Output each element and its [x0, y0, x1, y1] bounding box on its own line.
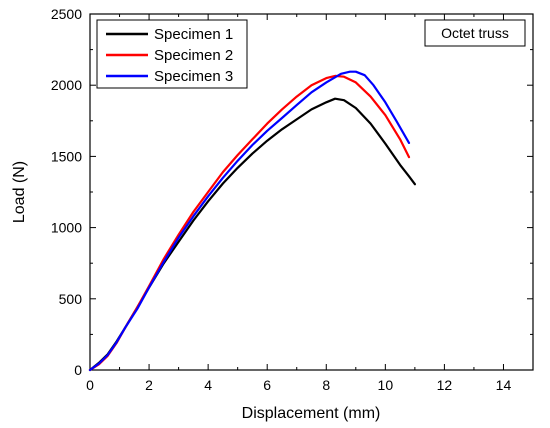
x-tick-label: 4: [204, 377, 212, 393]
x-tick-label: 10: [378, 377, 394, 393]
x-tick-label: 6: [263, 377, 271, 393]
tick-labels: 0 2 4 6 8 10 12 14 0 500 1000 1500 2000 2500: [51, 6, 512, 393]
series-line-specimen-3: [88, 70, 411, 372]
legend-label-specimen-3: Specimen 3: [154, 68, 233, 85]
y-tick-label: 2000: [51, 77, 82, 93]
annotation: Octet truss: [424, 19, 526, 47]
y-tick-label: 1000: [51, 220, 82, 236]
y-tick-label: 1500: [51, 148, 82, 164]
y-tick-label: 0: [74, 362, 82, 378]
annotation-label: Octet truss: [441, 25, 509, 41]
x-tick-label: 0: [86, 377, 94, 393]
series-layer: [88, 70, 416, 372]
y-tick-label: 500: [59, 291, 83, 307]
annotation-box: [424, 19, 526, 47]
x-tick-label: 8: [322, 377, 330, 393]
axis-ticks: [89, 13, 533, 371]
legend-label-specimen-2: Specimen 2: [154, 47, 233, 64]
x-tick-label: 12: [437, 377, 453, 393]
x-axis-title: Displacement (mm): [242, 405, 381, 422]
x-tick-label: 2: [145, 377, 153, 393]
y-axis-title: Load (N): [11, 161, 28, 223]
legend-label-specimen-1: Specimen 1: [154, 26, 233, 43]
legend: Specimen 1 Specimen 2 Specimen 3: [96, 19, 248, 89]
x-tick-label: 14: [496, 377, 512, 393]
y-tick-label: 2500: [51, 6, 82, 22]
